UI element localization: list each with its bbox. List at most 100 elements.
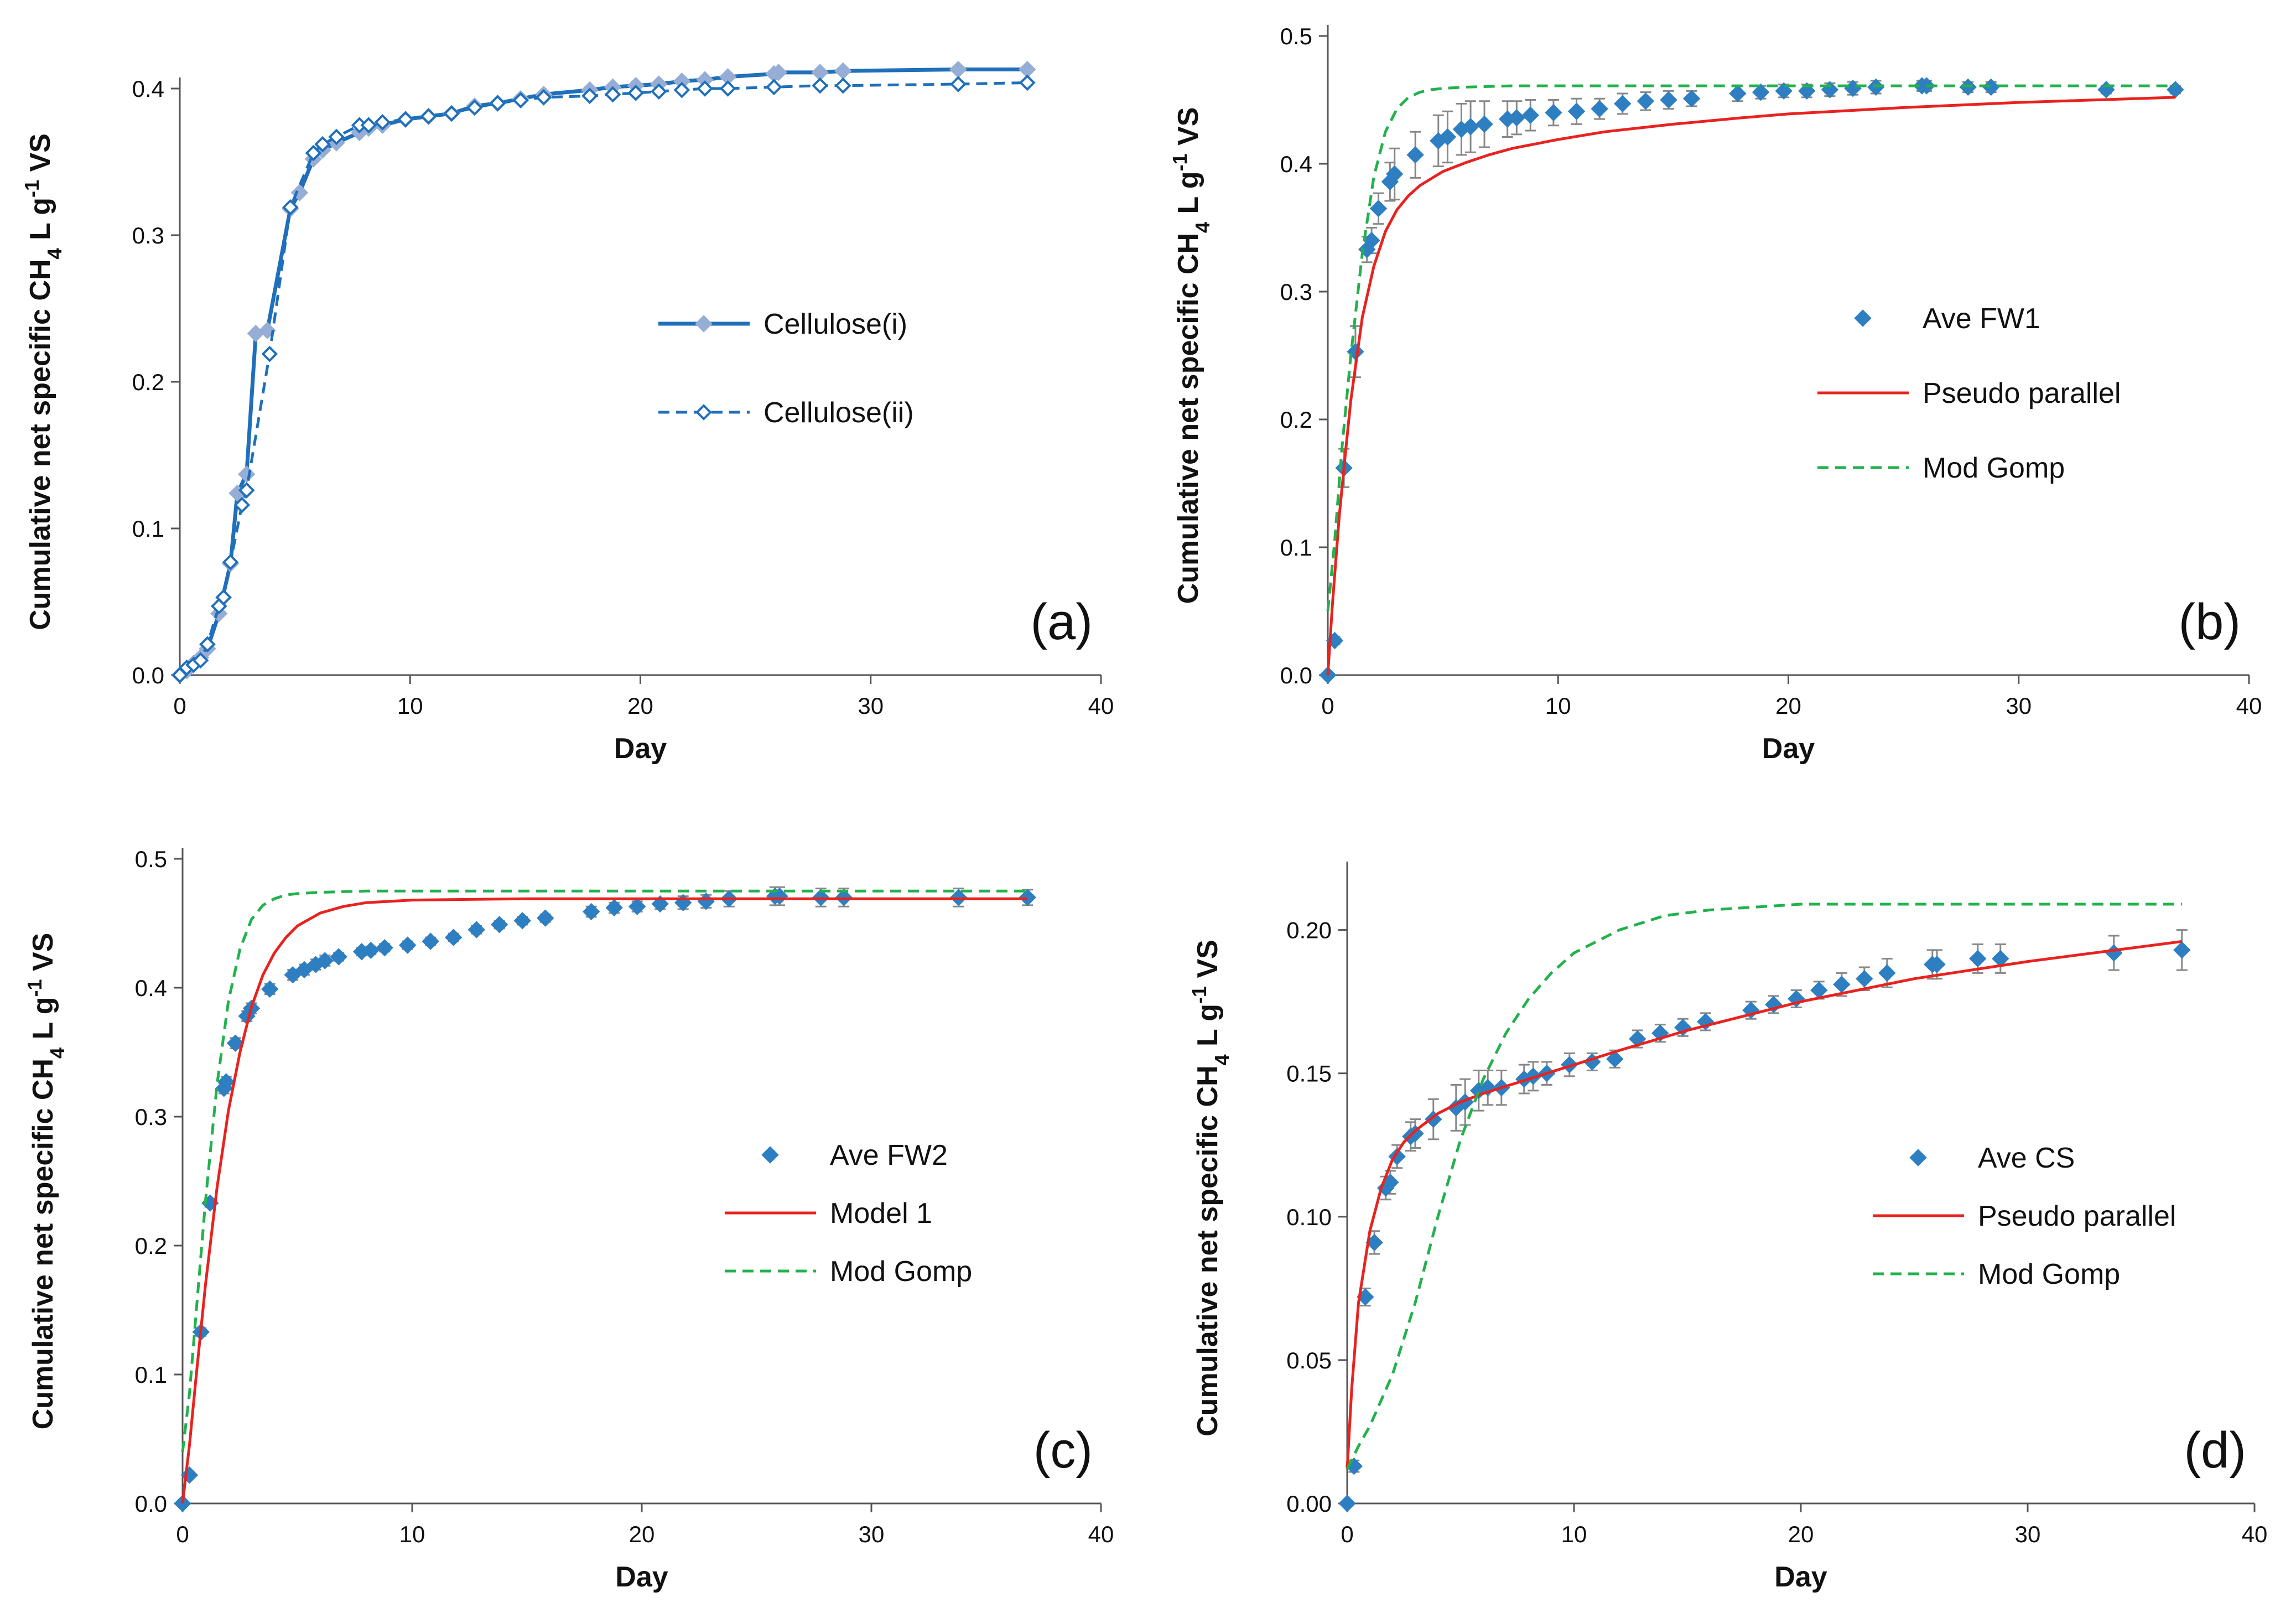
chart-panel-c: 0 10 20 30 40 0.0 0.1 0.2 0.3 0.4 0.5 Day Cumulative… [23,846,1114,1593]
legend-entry-mod-gomp: Mod Gomp [1873,1258,2120,1290]
data-point [1406,1124,1424,1143]
y-axis-title-part: VS [1192,940,1224,986]
chart-panel-a: 0 10 20 30 40 0.0 0.1 0.2 0.3 0.4 Day Cumulative ne… [20,60,1114,765]
panel-label: (d) [2184,1422,2246,1479]
x-tick-label: 0 [1321,693,1334,719]
series-mod-gomp [181,889,1028,1453]
y-tick-label: 0.2 [135,1233,167,1259]
data-point [1406,146,1424,164]
x-tick-label: 0 [173,693,186,719]
y-axis-title-part: Cumulative net specific CH [24,259,56,630]
data-point [766,79,782,96]
y-axis-title-subscript: 4 [1211,1054,1233,1065]
series-mod-gomp-line [1346,903,2182,1470]
data-point [443,105,460,122]
y-tick-label: 0.3 [132,222,164,248]
y-tick-label: 0.4 [132,76,164,102]
data-point [466,99,483,116]
legend-label: Ave CS [1978,1142,2075,1174]
y-axis-title-superscript: -1 [23,979,46,997]
y-axis-title-subscript: 4 [43,248,66,259]
chart-panel-d: 0 10 20 30 40 0.00 0.05 0.10 0.15 0.20 Day Cumulati… [1188,862,2267,1593]
x-tick-label: 20 [629,1521,655,1547]
data-point [1775,82,1793,100]
y-axis-title: Cumulative net specific CH4 L g-1 VS [1188,940,1233,1437]
data-point [582,903,600,921]
legend-entry-ave-cs: Ave CS [1909,1142,2075,1174]
data-point [222,554,239,571]
legend-marker [1854,309,1872,327]
data-point [604,86,621,103]
series-mod-gomp-line [1326,84,2175,611]
legend-label: Mod Gomp [1923,452,2065,484]
data-point [535,89,552,106]
data-point [627,85,645,101]
series-model-1-line [181,897,1028,1504]
y-tick-label: 0.0 [132,662,164,688]
series-pseudo-parallel [1326,96,2175,676]
data-point [233,496,251,514]
data-point [217,1073,235,1091]
data-point [1521,106,1540,124]
series-mod-gomp [1346,903,2182,1470]
legend-label: Cellulose(i) [763,308,907,340]
y-axis-title-subscript: 4 [1191,222,1214,233]
x-tick-label: 30 [858,693,884,719]
y-axis-title-part: Cumulative net specific CH [1192,1065,1224,1436]
x-tick-label: 20 [627,693,653,719]
y-tick-label: 0.2 [1280,407,1312,433]
y-axis-title-superscript: -1 [20,180,43,198]
y-axis-title-part: Cumulative net specific CH [27,1059,59,1429]
y-tick-label: 0.1 [135,1362,167,1388]
data-point [1969,950,1987,968]
y-tick-label: 0.0 [135,1491,167,1517]
y-tick-label: 0.5 [135,846,167,872]
series-mod-gomp-line [181,889,1028,1453]
legend-entry-mod-gomp: Mod Gomp [1817,452,2065,484]
data-point [950,76,967,92]
data-point [238,465,256,483]
legend-marker [695,404,712,421]
panel-label: (b) [2179,594,2241,650]
y-tick-label: 0.10 [1286,1204,1332,1230]
y-axis-title: Cumulative net specific CH4 L g-1 VS [20,133,66,630]
y-axis-title-part: VS [1172,107,1204,154]
legend-label: Mod Gomp [830,1256,972,1288]
data-point [2097,81,2115,98]
data-point [226,1034,245,1052]
legend-label: Ave FW1 [1923,303,2040,335]
y-tick-label: 0.1 [1280,535,1312,561]
data-point [1844,80,1862,97]
data-point [444,929,463,946]
x-tick-label: 10 [1561,1521,1587,1547]
data-point [282,199,299,216]
data-point [949,60,967,79]
data-point [834,62,852,80]
data-point [199,636,216,653]
legend-entry-model-1: Model 1 [725,1197,932,1230]
y-axis-title-part: Cumulative net specific CH [1172,233,1204,604]
data-point [1729,85,1747,102]
data-point [1338,1495,1356,1512]
data-point [697,80,713,97]
data-point [1878,964,1896,982]
data-point [1928,956,1946,973]
data-point [605,899,623,917]
data-point [1476,115,1493,133]
data-point [1438,128,1457,146]
data-point [719,80,736,97]
y-tick-label: 0.5 [1280,23,1312,49]
y-axis-title-part: L g [24,198,56,248]
data-point [489,95,506,112]
legend-entry-cellulose-i-: Cellulose(i) [658,308,907,340]
data-point [1982,78,2000,96]
panel-label: (c) [1033,1422,1093,1479]
data-point [673,81,690,98]
data-point [581,87,598,105]
panel-label: (a) [1031,594,1093,650]
data-point [536,909,554,927]
y-axis-title-part: L g [1192,1004,1224,1054]
y-tick-label: 0.3 [1280,279,1312,305]
y-tick-label: 0.1 [132,516,164,542]
x-tick-label: 10 [397,693,423,719]
